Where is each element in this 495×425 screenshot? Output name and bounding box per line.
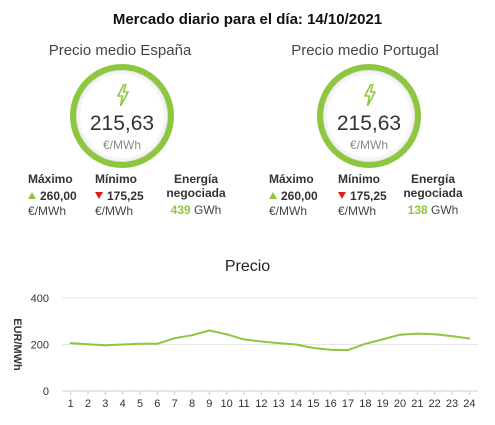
data-point[interactable] xyxy=(173,337,176,340)
average-price-unit: €/MWh xyxy=(349,138,388,152)
max-value: 260,00 xyxy=(281,189,318,203)
traded-energy: Energía negociada 439 GWh xyxy=(160,172,232,217)
data-point[interactable] xyxy=(381,338,384,341)
min-value: 175,25 xyxy=(107,189,144,203)
min-label: Mínimo xyxy=(338,172,380,186)
x-tick-label: 18 xyxy=(359,398,371,410)
min-price: Mínimo 175,25 €/MWh xyxy=(95,172,144,218)
x-tick-label: 20 xyxy=(394,398,406,410)
data-point[interactable] xyxy=(225,333,228,336)
x-tick-label: 7 xyxy=(172,398,178,410)
data-point[interactable] xyxy=(416,332,419,335)
traded-energy: Energía negociada 138 GWh xyxy=(397,172,469,217)
data-point[interactable] xyxy=(277,342,280,345)
energy-unit: GWh xyxy=(194,203,222,217)
x-tick-label: 1 xyxy=(68,398,74,410)
data-point[interactable] xyxy=(468,337,471,340)
energy-unit: GWh xyxy=(431,203,459,217)
min-price: Mínimo 175,25 €/MWh xyxy=(338,172,387,218)
data-point[interactable] xyxy=(139,342,141,345)
data-point[interactable] xyxy=(191,334,193,337)
data-point[interactable] xyxy=(208,329,211,332)
max-label: Máximo xyxy=(269,172,314,186)
energy-label-line2: negociada xyxy=(403,186,463,200)
data-point[interactable] xyxy=(69,342,72,345)
triangle-down-icon xyxy=(95,192,103,199)
average-price-unit: €/MWh xyxy=(102,138,141,152)
average-price-value: 215,63 xyxy=(89,112,155,135)
average-price-ring: 215,63 €/MWh xyxy=(317,64,421,168)
max-value: 260,00 xyxy=(40,189,77,203)
max-price: Máximo 260,00 €/MWh xyxy=(28,172,77,218)
triangle-up-icon xyxy=(28,192,36,199)
series-line xyxy=(70,329,470,352)
average-price-value: 215,63 xyxy=(336,112,402,135)
data-point[interactable] xyxy=(156,342,159,345)
data-point[interactable] xyxy=(347,349,349,352)
x-tick-label: 6 xyxy=(154,398,160,410)
data-point[interactable] xyxy=(104,344,107,347)
average-price-ring: 215,63 €/MWh xyxy=(70,64,174,168)
x-tick-label: 13 xyxy=(273,398,285,410)
chart-title: Precio xyxy=(224,258,271,275)
triangle-up-icon xyxy=(269,192,277,199)
x-tick-label: 23 xyxy=(446,398,458,410)
energy-value: 138 xyxy=(407,203,428,217)
data-point[interactable] xyxy=(399,333,401,336)
max-unit: €/MWh xyxy=(269,204,308,218)
max-price: Máximo 260,00 €/MWh xyxy=(269,172,318,218)
energy-label-line1: Energía xyxy=(173,172,218,186)
min-unit: €/MWh xyxy=(338,204,377,218)
min-unit: €/MWh xyxy=(95,204,134,218)
energy-label-line2: negociada xyxy=(166,186,226,200)
x-tick-label: 3 xyxy=(102,398,108,410)
x-tick-label: 21 xyxy=(411,398,423,410)
x-tick-label: 10 xyxy=(221,398,233,410)
data-point[interactable] xyxy=(329,348,332,351)
x-tick-label: 17 xyxy=(342,398,354,410)
data-point[interactable] xyxy=(312,346,315,349)
data-point[interactable] xyxy=(433,333,436,336)
x-tick-label: 11 xyxy=(238,398,249,410)
max-unit: €/MWh xyxy=(28,204,67,218)
x-tick-label: 24 xyxy=(463,398,475,410)
y-tick-label: 400 xyxy=(31,293,49,305)
energy-value: 439 xyxy=(170,203,191,217)
energy-label-line1: Energía xyxy=(410,172,455,186)
x-tick-label: 16 xyxy=(325,398,337,410)
region-title: Precio medio España xyxy=(48,42,192,59)
lightning-bolt-icon xyxy=(364,84,376,106)
data-point[interactable] xyxy=(364,342,367,345)
x-tick-label: 22 xyxy=(429,398,441,410)
y-axis-label: EUR/MWh xyxy=(11,318,23,371)
x-tick-label: 14 xyxy=(290,398,302,410)
max-label: Máximo xyxy=(28,172,73,186)
x-tick-label: 15 xyxy=(307,398,319,410)
y-tick-label: 0 xyxy=(43,386,49,398)
x-tick-label: 5 xyxy=(137,398,143,410)
x-tick-label: 19 xyxy=(377,398,389,410)
region-title: Precio medio Portugal xyxy=(291,42,439,59)
min-label: Mínimo xyxy=(95,172,137,186)
triangle-down-icon xyxy=(338,192,346,199)
data-point[interactable] xyxy=(260,340,263,343)
data-point[interactable] xyxy=(243,338,245,341)
data-point[interactable] xyxy=(87,343,89,346)
x-tick-label: 2 xyxy=(85,398,91,410)
min-value: 175,25 xyxy=(350,189,387,203)
x-tick-label: 9 xyxy=(206,398,212,410)
data-point[interactable] xyxy=(121,343,124,346)
lightning-bolt-icon xyxy=(117,84,129,106)
page-title: Mercado diario para el día: 14/10/2021 xyxy=(112,11,383,28)
y-tick-label: 200 xyxy=(31,340,49,352)
data-point[interactable] xyxy=(295,343,297,346)
x-tick-label: 8 xyxy=(189,398,195,410)
data-point[interactable] xyxy=(451,335,453,338)
x-tick-label: 4 xyxy=(120,398,126,410)
x-tick-label: 12 xyxy=(255,398,267,410)
